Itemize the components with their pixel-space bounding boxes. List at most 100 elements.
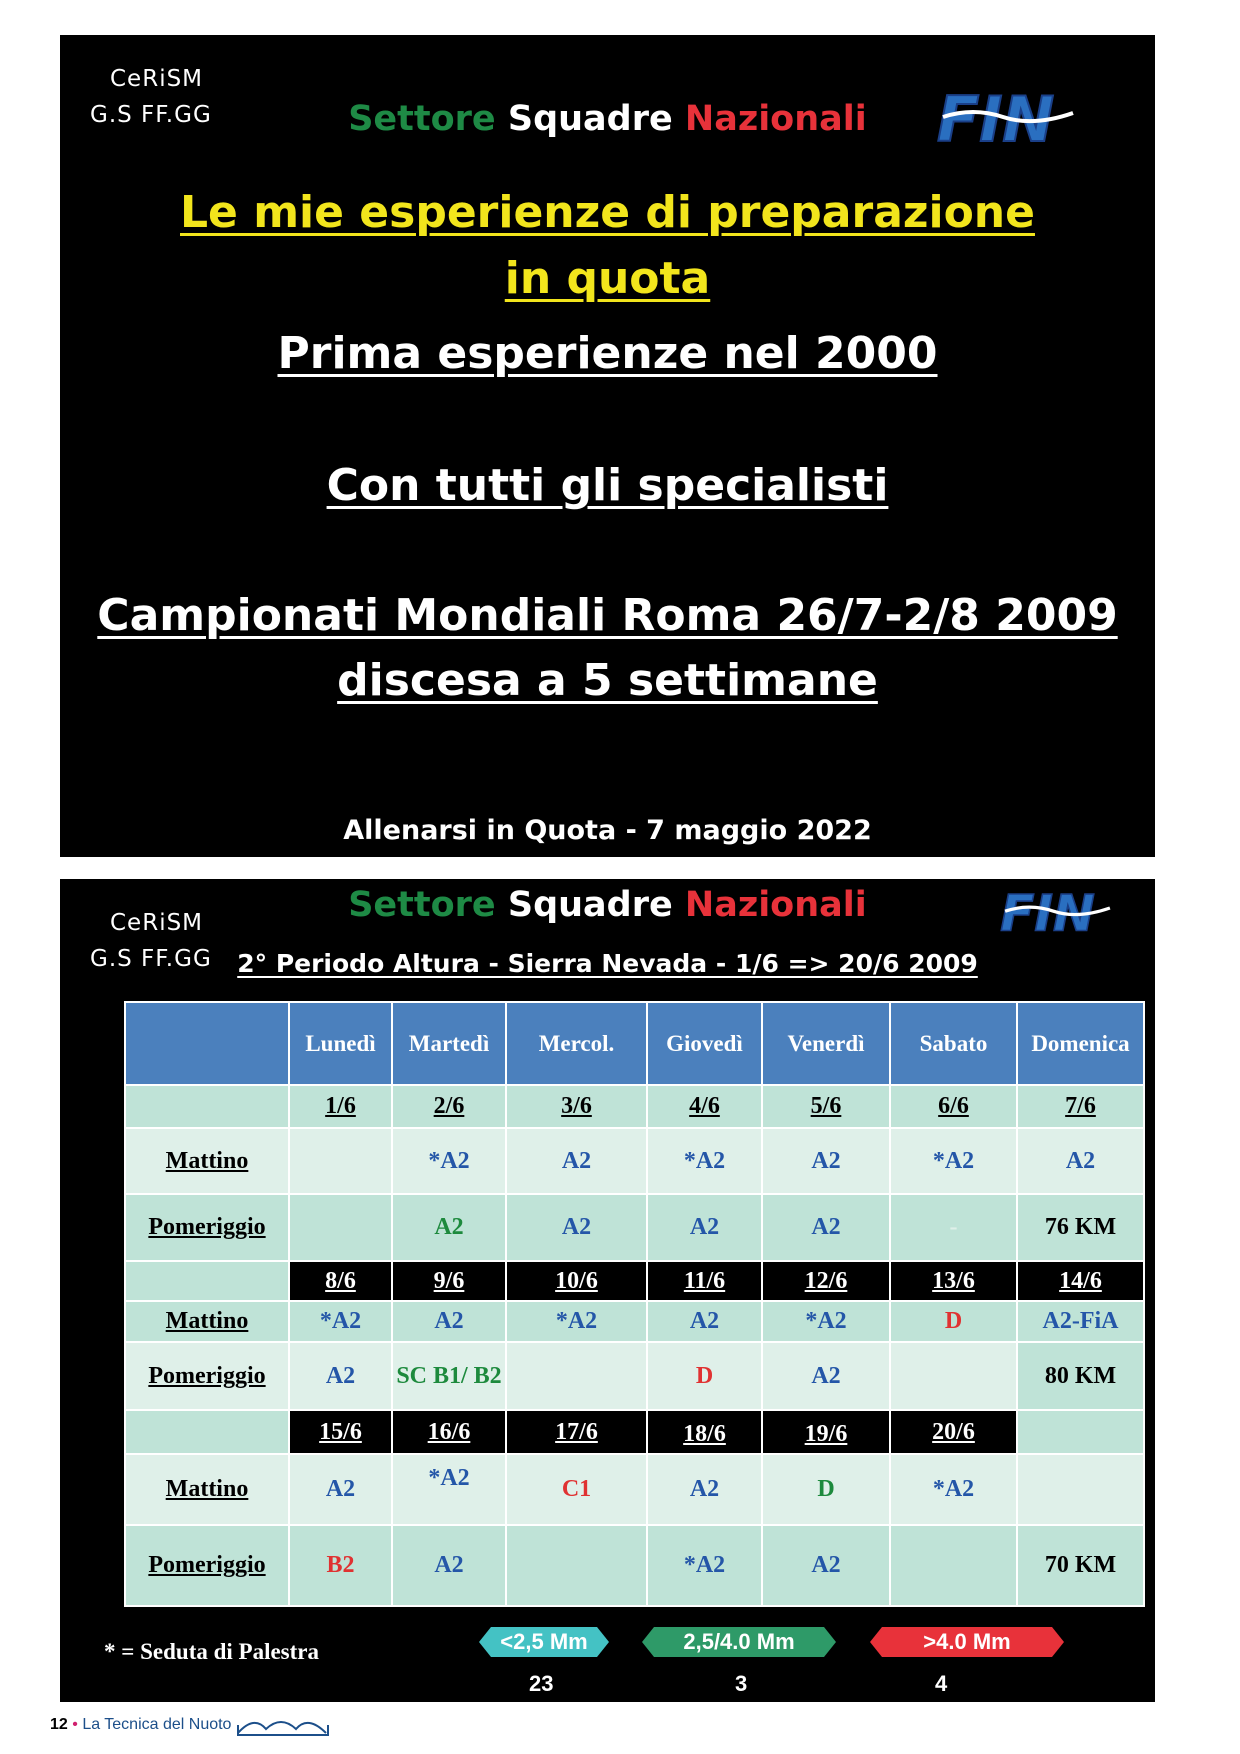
row-label: Pomeriggio [124,1193,290,1262]
fin-logo: FIN [999,887,1111,937]
sector-word-1: Settore [348,885,496,925]
session-cell: A2 [646,1193,763,1262]
session-cell: A2 [1016,1127,1145,1195]
date-cell: 13/6 [889,1260,1018,1302]
session-cell: *A2 [761,1300,891,1343]
session-cell: A2 [288,1453,393,1526]
sector-word-2: Squadre [507,99,673,139]
fin-logo: FIN [936,87,1074,149]
session-cell [1016,1409,1145,1455]
org-label: CeRiSM G.S FF.GG [90,905,212,977]
date-cell: 1/6 [288,1084,393,1129]
session-cell: *A2 [391,1453,507,1526]
session-cell: A2 [646,1453,763,1526]
column-header: Mercol. [505,1001,648,1086]
session-cell: A2 [761,1127,891,1195]
svg-text:FIN: FIN [1000,887,1095,937]
date-cell: 2/6 [391,1084,507,1129]
altitude-legend-count: 4 [935,1671,948,1696]
session-cell: A2 [505,1193,648,1262]
row-label: Mattino [124,1300,290,1343]
headline-line-5: Campionati Mondiali Roma 26/7-2/8 2009 [97,590,1118,641]
sector-title: Settore Squadre Nazionali [60,885,1155,925]
altitude-legend-badge: 2,5/4.0 Mm [642,1627,836,1657]
date-cell: 15/6 [288,1409,393,1455]
org-line-1: CeRiSM [110,66,204,92]
session-cell [1016,1453,1145,1526]
column-header: Lunedì [288,1001,393,1086]
publication-name: La Tecnica del Nuoto [82,1716,232,1734]
row-label [124,1409,290,1455]
row-label: Mattino [124,1127,290,1195]
headline-line-1: Le mie esperienze di preparazione [180,187,1035,238]
row-label: Pomeriggio [124,1524,290,1607]
session-cell [505,1341,648,1411]
session-cell: B2 [288,1524,393,1607]
session-cell: A2 [391,1524,507,1607]
page-number: 12 [50,1716,68,1734]
session-cell: 70 KM [1016,1524,1145,1607]
legend-note: * = Seduta di Palestra [104,1639,319,1664]
session-cell: A2 [761,1524,891,1607]
sector-word-1: Settore [348,99,496,139]
session-cell: A2 [288,1341,393,1411]
row-label [124,1084,290,1129]
period-subtitle: 2° Periodo Altura - Sierra Nevada - 1/6 … [237,949,978,978]
headline-line-3: Prima esperienze nel 2000 [277,328,938,379]
page-footer: 12 • La Tecnica del Nuoto [50,1713,331,1737]
session-cell: - [889,1193,1018,1262]
date-cell: 10/6 [505,1260,648,1302]
table-row: Pomeriggio A2 A2 A2 A2-76 KM [124,1193,1145,1262]
training-schedule-table: Lunedì Martedì Mercol. Giovedì Venerdì Sabato… [124,1001,1145,1607]
session-cell [889,1524,1018,1607]
date-cell: 3/6 [505,1084,648,1129]
session-cell: *A2 [646,1524,763,1607]
date-cell: 8/6 [288,1260,393,1302]
column-header: Martedì [391,1001,507,1086]
date-cell: 5/6 [761,1084,891,1129]
row-label: Pomeriggio [124,1341,290,1411]
date-cell: 14/6 [1016,1260,1145,1302]
session-cell: D [889,1300,1018,1343]
session-cell: A2-FiA [1016,1300,1145,1343]
headline-line-2: in quota [504,253,711,304]
headline-line-4: Con tutti gli specialisti [326,460,889,511]
date-cell: 18/6 [646,1409,763,1455]
table-row: Pomeriggio A2 SC B1/ B2 D A2 80 KM [124,1341,1145,1411]
sector-title: Settore Squadre Nazionali [60,99,1155,139]
date-cell: 6/6 [889,1084,1018,1129]
column-header [124,1001,290,1086]
table-row: 1/6 2/6 3/6 4/6 5/6 6/6 7/6 [124,1084,1145,1129]
table-row: Pomeriggio B2 A2 *A2 A2 70 KM [124,1524,1145,1607]
session-cell: D [646,1341,763,1411]
session-cell [505,1524,648,1607]
session-cell: *A2 [646,1127,763,1195]
org-line-1: CeRiSM [110,910,204,936]
table-row: Mattino *A2 A2 *A2 A2 *A2 A2 [124,1127,1145,1195]
row-label: Mattino [124,1453,290,1526]
table-row: 15/6 16/6 17/6 18/6 19/6 20/6 [124,1409,1145,1455]
table-row: Mattino *A2 A2 *A2 A2 *A2 D A2-FiA [124,1300,1145,1343]
table-row: Mattino A2 *A2 C1 A2 D *A2 [124,1453,1145,1526]
session-cell: A2 [391,1300,507,1343]
sector-word-2: Squadre [507,885,673,925]
column-header: Sabato [889,1001,1018,1086]
wave-logo-icon [236,1721,329,1736]
org-line-2: G.S FF.GG [90,946,212,972]
svg-text:FIN: FIN [937,87,1054,149]
session-cell: A2 [646,1300,763,1343]
date-cell: 4/6 [646,1084,763,1129]
org-label: CeRiSM G.S FF.GG [90,61,212,133]
sector-word-3: Nazionali [684,885,867,925]
org-line-2: G.S FF.GG [90,102,212,128]
date-cell: 20/6 [889,1409,1018,1455]
date-cell: 12/6 [761,1260,891,1302]
altitude-legend-badge: <2,5 Mm [479,1627,609,1657]
session-cell: A2 [391,1193,507,1262]
session-cell: 76 KM [1016,1193,1145,1262]
date-cell: 17/6 [505,1409,648,1455]
slide-2: CeRiSM G.S FF.GG Settore Squadre Naziona… [60,879,1155,1702]
column-header: Giovedì [646,1001,763,1086]
slide-footer: Allenarsi in Quota - 7 maggio 2022 [343,815,872,846]
session-cell: A2 [761,1193,891,1262]
